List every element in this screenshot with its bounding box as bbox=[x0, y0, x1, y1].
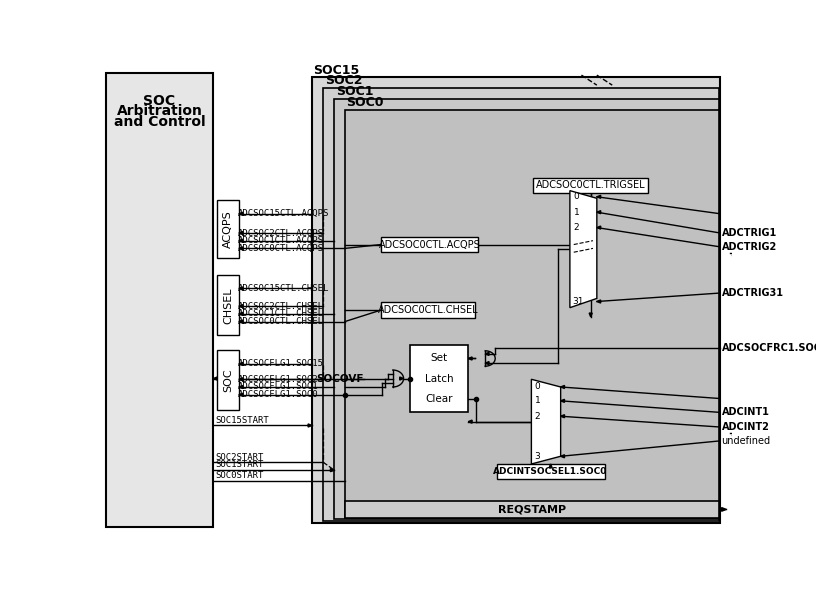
Polygon shape bbox=[561, 455, 565, 458]
Polygon shape bbox=[596, 300, 601, 303]
Text: 3: 3 bbox=[534, 452, 540, 461]
Text: Arbitration: Arbitration bbox=[117, 105, 202, 118]
Text: 31: 31 bbox=[572, 297, 583, 306]
Polygon shape bbox=[596, 226, 601, 229]
Polygon shape bbox=[400, 377, 404, 380]
Text: ADCTRIG2: ADCTRIG2 bbox=[721, 242, 777, 252]
Text: SOC: SOC bbox=[223, 368, 233, 392]
Polygon shape bbox=[239, 212, 242, 215]
Polygon shape bbox=[721, 507, 726, 511]
Text: 1: 1 bbox=[574, 208, 579, 217]
Text: ADCSOCFLG1.SOC1: ADCSOCFLG1.SOC1 bbox=[238, 383, 318, 391]
Polygon shape bbox=[561, 399, 565, 402]
Polygon shape bbox=[239, 287, 242, 290]
Polygon shape bbox=[239, 239, 242, 242]
Polygon shape bbox=[308, 424, 312, 427]
Text: ADCSOC2CTL.CHSEL: ADCSOC2CTL.CHSEL bbox=[238, 302, 324, 311]
Bar bbox=[381, 302, 475, 318]
Text: SOC15: SOC15 bbox=[313, 64, 360, 77]
Bar bbox=[217, 350, 239, 410]
Text: ADCSOC2CTL.ACQPS: ADCSOC2CTL.ACQPS bbox=[238, 229, 324, 238]
Text: 0: 0 bbox=[574, 192, 579, 201]
Text: ADCSOC0CTL.TRIGSEL: ADCSOC0CTL.TRIGSEL bbox=[536, 180, 645, 190]
Bar bbox=[533, 178, 649, 193]
Text: ADCTRIG1: ADCTRIG1 bbox=[721, 228, 777, 238]
Polygon shape bbox=[468, 420, 472, 423]
Text: ADCTRIG31: ADCTRIG31 bbox=[721, 288, 783, 298]
Text: SOC0START: SOC0START bbox=[215, 471, 264, 480]
Text: SOC15START: SOC15START bbox=[215, 416, 268, 425]
Polygon shape bbox=[239, 378, 242, 381]
Text: 2: 2 bbox=[534, 412, 540, 421]
Text: ADCSOCFLG1.SOC0: ADCSOCFLG1.SOC0 bbox=[238, 390, 318, 399]
Text: SOC0: SOC0 bbox=[347, 96, 384, 109]
Text: 1: 1 bbox=[534, 396, 540, 405]
Text: ACQPS: ACQPS bbox=[223, 210, 233, 248]
Polygon shape bbox=[330, 469, 335, 472]
Polygon shape bbox=[239, 320, 242, 323]
Text: and Control: and Control bbox=[113, 115, 206, 129]
Polygon shape bbox=[596, 211, 601, 214]
Polygon shape bbox=[486, 352, 489, 355]
Bar bbox=[323, 89, 719, 521]
Polygon shape bbox=[549, 464, 552, 468]
Polygon shape bbox=[239, 362, 242, 365]
Text: SOC: SOC bbox=[144, 93, 175, 108]
Polygon shape bbox=[239, 247, 242, 250]
Bar bbox=[312, 77, 720, 523]
Polygon shape bbox=[239, 305, 242, 308]
Bar bbox=[217, 276, 239, 336]
Polygon shape bbox=[561, 415, 565, 418]
Text: ADCINT1: ADCINT1 bbox=[721, 407, 769, 418]
Text: REQSTAMP: REQSTAMP bbox=[498, 504, 565, 514]
Text: Set: Set bbox=[430, 353, 447, 364]
Bar bbox=[345, 501, 719, 518]
Polygon shape bbox=[531, 380, 561, 464]
Text: SOC2: SOC2 bbox=[325, 74, 362, 87]
Text: 2: 2 bbox=[574, 223, 579, 232]
Text: SOC1START: SOC1START bbox=[215, 460, 264, 469]
Polygon shape bbox=[239, 386, 242, 388]
Text: SOCOVF: SOCOVF bbox=[316, 374, 364, 384]
Bar bbox=[217, 200, 239, 258]
Polygon shape bbox=[596, 195, 601, 198]
Polygon shape bbox=[589, 313, 592, 317]
Bar bbox=[497, 464, 605, 479]
Polygon shape bbox=[486, 362, 489, 365]
Bar bbox=[335, 99, 719, 519]
Polygon shape bbox=[239, 393, 242, 396]
Text: ADCSOC15CTL.ACQPS: ADCSOC15CTL.ACQPS bbox=[238, 209, 330, 218]
Bar bbox=[105, 73, 213, 527]
Text: ADCSOCFLG1.SOC15: ADCSOCFLG1.SOC15 bbox=[238, 359, 324, 368]
Polygon shape bbox=[213, 377, 217, 380]
Text: Clear: Clear bbox=[425, 394, 453, 403]
Bar bbox=[381, 237, 478, 252]
Text: ADCSOC1CTL.ACQPS: ADCSOC1CTL.ACQPS bbox=[238, 236, 324, 245]
Text: SOC2START: SOC2START bbox=[215, 453, 264, 462]
Text: ADCINT2: ADCINT2 bbox=[721, 422, 769, 432]
Text: 0: 0 bbox=[534, 383, 540, 391]
Polygon shape bbox=[239, 312, 242, 315]
Text: ADCSOC0CTL.ACQPS: ADCSOC0CTL.ACQPS bbox=[379, 239, 481, 249]
Polygon shape bbox=[570, 191, 596, 308]
Text: ADCSOC0CTL.ACQPS: ADCSOC0CTL.ACQPS bbox=[238, 244, 324, 253]
Text: Latch: Latch bbox=[424, 374, 454, 384]
Polygon shape bbox=[561, 386, 565, 388]
Bar bbox=[345, 110, 719, 518]
Polygon shape bbox=[239, 232, 242, 235]
Text: ADCINTSOCSEL1.SOC0: ADCINTSOCSEL1.SOC0 bbox=[494, 467, 608, 476]
Text: undefined: undefined bbox=[721, 436, 770, 446]
Text: SOC1: SOC1 bbox=[336, 85, 373, 98]
Bar bbox=[410, 345, 468, 412]
Text: ADCSOC0CTL.CHSEL: ADCSOC0CTL.CHSEL bbox=[238, 317, 324, 326]
Text: CHSEL: CHSEL bbox=[223, 287, 233, 324]
Text: ADCSOC1CTL.CHSEL: ADCSOC1CTL.CHSEL bbox=[238, 309, 324, 318]
Text: ADCSOCFRC1.SOC0: ADCSOCFRC1.SOC0 bbox=[721, 343, 816, 353]
Text: ADCSOCFLG1.SOC2: ADCSOCFLG1.SOC2 bbox=[238, 375, 318, 384]
Polygon shape bbox=[468, 357, 472, 360]
Text: ADCSOC0CTL.CHSEL: ADCSOC0CTL.CHSEL bbox=[378, 305, 478, 315]
Text: ADCSOC15CTL.CHSEL: ADCSOC15CTL.CHSEL bbox=[238, 284, 330, 293]
